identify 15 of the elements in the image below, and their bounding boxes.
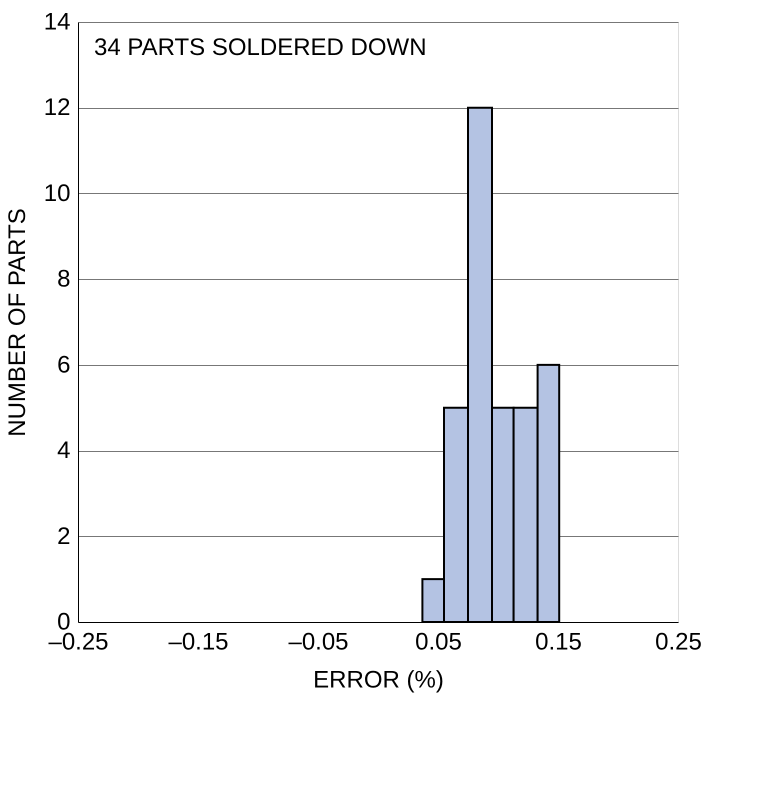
y-tick-label: 6 bbox=[57, 351, 70, 378]
x-axis-title: ERROR (%) bbox=[313, 666, 444, 694]
x-tick-label: 0.15 bbox=[535, 628, 582, 656]
x-tick-label: –0.15 bbox=[168, 628, 229, 656]
x-tick-label: 0.05 bbox=[415, 628, 462, 656]
y-tick-label: 10 bbox=[44, 180, 70, 207]
y-axis-title: NUMBER OF PARTS bbox=[4, 208, 31, 437]
y-tick-label: 8 bbox=[57, 266, 70, 293]
y-tick-label: 14 bbox=[44, 8, 70, 36]
annotation: 34 PARTS SOLDERED DOWN bbox=[94, 34, 427, 61]
x-tick-label: 0.25 bbox=[655, 628, 702, 656]
y-tick-label: 12 bbox=[44, 94, 70, 122]
x-tick-label: –0.05 bbox=[288, 628, 349, 656]
y-tick-label: 4 bbox=[57, 437, 70, 464]
y-tick-label: 2 bbox=[57, 522, 70, 550]
